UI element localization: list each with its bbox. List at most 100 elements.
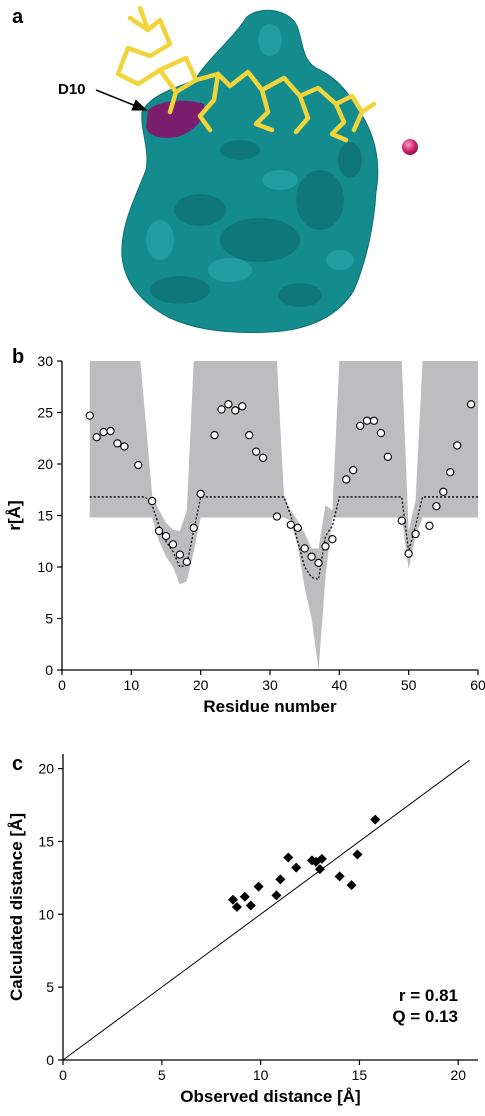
residue-data-point: [411, 529, 420, 539]
residue-data-point: [397, 516, 406, 525]
residue-data-point: [383, 452, 393, 461]
residue-data-point: [453, 441, 462, 450]
residue-data-point: [439, 487, 448, 496]
residue-chart-x-tick-label: 50: [401, 677, 417, 693]
residue-data-point: [224, 400, 233, 409]
q-factor-annotation: Q = 0.13: [392, 1007, 458, 1026]
distance-data-point: [283, 852, 294, 863]
correlation-annotation: r = 0.81: [399, 986, 458, 1005]
residue-data-point: [300, 544, 309, 553]
distance-chart-y-tick-label: 10: [38, 906, 54, 922]
distance-data-point: [253, 881, 264, 892]
residue-chart-y-tick-label: 5: [45, 611, 53, 627]
d10-highlight-region: [146, 100, 205, 138]
residue-data-point: [466, 400, 476, 409]
residue-chart-y-axis-title: r[Å]: [5, 500, 24, 530]
residue-data-point: [238, 402, 247, 411]
residue-data-point: [404, 549, 413, 558]
distance-data-point: [291, 862, 302, 873]
residue-distance-chart: 0 10 20 30 40 50 60 0 5 10 15 20 25 30 Residue number r…: [5, 353, 485, 716]
distance-chart-x-tick-label: 0: [59, 1067, 67, 1083]
residue-data-point: [286, 520, 295, 529]
distance-chart-x-tick-label: 20: [450, 1067, 466, 1083]
residue-data-point: [245, 431, 254, 440]
residue-data-point: [355, 421, 365, 431]
distance-data-point: [271, 890, 282, 901]
distance-chart-x-tick-label: 10: [253, 1067, 269, 1083]
residue-data-point: [120, 442, 129, 451]
distance-data-point: [245, 900, 256, 911]
residue-data-point: [349, 466, 358, 475]
residue-chart-y-tick-label: 20: [37, 456, 53, 472]
identity-line: [62, 759, 470, 1061]
residue-chart-y-tick-label: 30: [37, 353, 53, 369]
residue-data-point: [314, 558, 323, 568]
residue-data-point: [342, 475, 351, 484]
residue-data-point: [307, 552, 316, 561]
residue-data-point: [231, 406, 240, 415]
distance-data-point: [346, 880, 357, 891]
residue-data-point: [154, 526, 164, 536]
distance-chart-x-axis-title: Observed distance [Å]: [180, 1087, 360, 1106]
residue-data-point: [182, 557, 191, 566]
residue-data-point: [210, 431, 219, 440]
residue-data-point: [168, 540, 178, 549]
d10-arrow: [95, 89, 148, 111]
peptide-sticks: [115, 5, 377, 143]
residue-chart-x-tick-label: 40: [332, 677, 348, 693]
residue-data-point: [321, 542, 330, 551]
distance-data-point: [231, 902, 242, 912]
distance-chart-y-tick-label: 5: [46, 979, 54, 995]
protein-structure-render: D10: [58, 5, 418, 333]
distance-chart-y-tick-label: 20: [38, 761, 54, 777]
residue-data-point: [161, 531, 171, 541]
residue-data-point: [85, 411, 94, 420]
residue-chart-x-tick-label: 20: [193, 677, 209, 693]
residue-data-point: [362, 416, 372, 425]
residue-data-point: [147, 496, 157, 506]
residue-data-point: [99, 427, 108, 437]
residue-chart-y-tick-label: 0: [45, 662, 53, 678]
distance-chart-x-tick-label: 5: [158, 1067, 166, 1083]
distance-data-point: [316, 853, 327, 864]
residue-chart-y-tick-label: 25: [37, 405, 53, 421]
distance-chart-y-tick-label: 15: [38, 833, 54, 849]
distance-chart-y-tick-label: 0: [46, 1052, 54, 1068]
panel-b-letter: b: [12, 346, 25, 368]
distance-chart-x-tick-label: 15: [352, 1067, 368, 1083]
residue-chart-y-tick-label: 15: [37, 508, 53, 524]
distance-data-point: [275, 874, 286, 885]
residue-data-point: [272, 512, 282, 521]
distance-data-point: [239, 891, 250, 902]
panel-c-letter: c: [12, 753, 24, 775]
residue-data-point: [92, 433, 101, 442]
residue-data-point: [189, 523, 198, 533]
d10-label: D10: [58, 81, 86, 98]
distance-data-point: [314, 864, 325, 875]
surface-highlights: [146, 24, 354, 282]
metal-ion-sphere: [402, 139, 418, 155]
residue-data-point: [369, 416, 379, 425]
distance-data-point: [227, 894, 238, 905]
distance-data-point: [334, 871, 345, 882]
residue-data-point: [432, 502, 441, 511]
residue-data-point: [217, 405, 226, 414]
residue-data-point: [328, 535, 337, 544]
residue-chart-x-tick-label: 10: [124, 677, 140, 693]
observed-vs-calculated-chart: 0 5 10 15 20 0 5 10 15 20 Observed distance [Å] Cal…: [7, 754, 478, 1106]
distance-data-point: [352, 849, 363, 860]
residue-data-point: [425, 521, 434, 530]
residue-data-point: [258, 453, 268, 462]
residue-data-point: [175, 550, 185, 559]
residue-chart-x-axis-title: Residue number: [203, 697, 337, 716]
residue-chart-x-tick-label: 30: [262, 677, 278, 693]
residue-data-point: [134, 460, 143, 470]
distance-chart-y-axis-title: Calculated distance [Å]: [7, 813, 26, 1001]
residue-data-point: [251, 447, 261, 456]
residue-data-point: [446, 468, 455, 477]
model-dotted-curve: [89, 496, 478, 581]
residue-data-point: [106, 426, 115, 436]
distance-data-point: [370, 814, 381, 825]
distance-range-band: [89, 361, 478, 670]
